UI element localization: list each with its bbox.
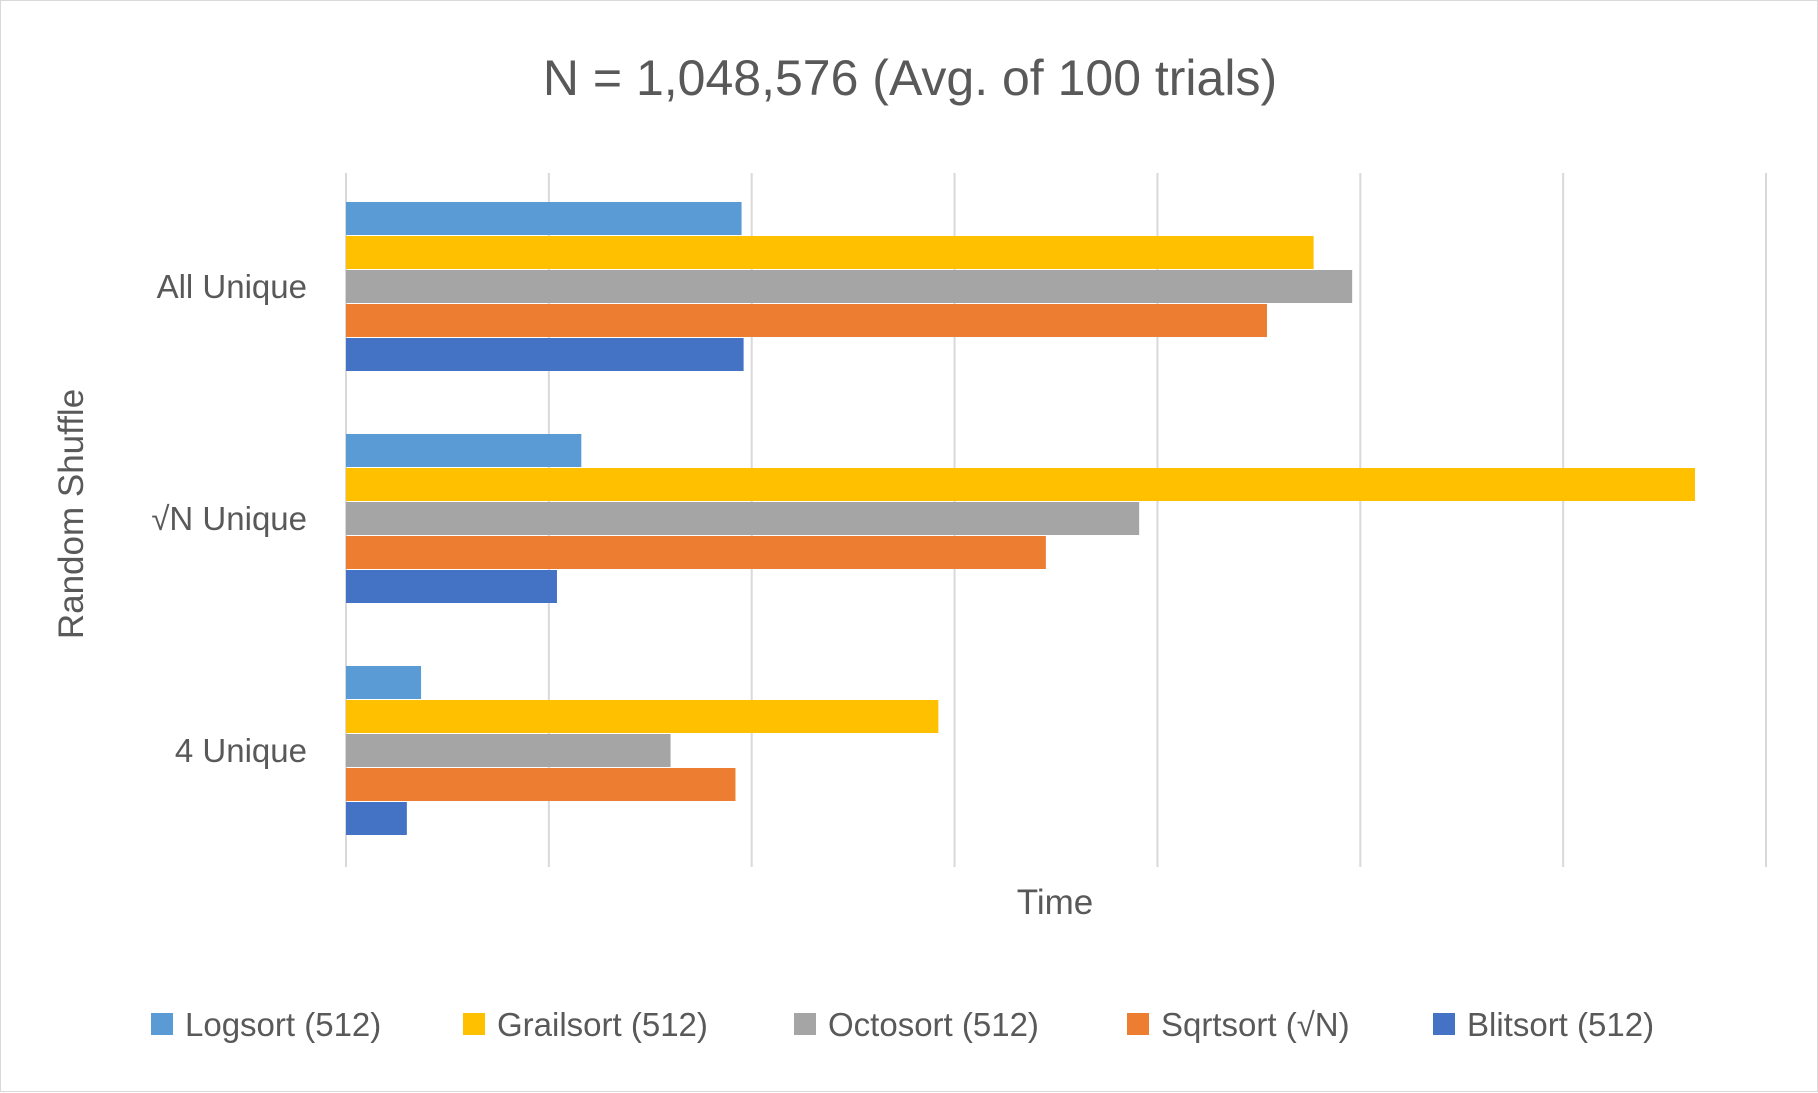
bar bbox=[346, 768, 736, 801]
legend-item: Grailsort (512) bbox=[463, 1006, 708, 1043]
category-label: All Unique bbox=[157, 268, 307, 305]
category-labels: All Unique √N Unique 4 Unique bbox=[151, 268, 307, 769]
bar bbox=[346, 700, 939, 733]
legend-item: Logsort (512) bbox=[151, 1006, 381, 1043]
category-label: 4 Unique bbox=[175, 732, 307, 769]
bar bbox=[346, 434, 582, 467]
bar bbox=[346, 202, 742, 235]
legend-label: Octosort (512) bbox=[828, 1006, 1039, 1043]
category-label: √N Unique bbox=[151, 500, 307, 537]
bar bbox=[346, 338, 744, 371]
bar bbox=[346, 802, 407, 835]
bar bbox=[346, 570, 557, 603]
legend-swatch bbox=[151, 1013, 173, 1035]
bar bbox=[346, 468, 1695, 501]
legend-swatch bbox=[794, 1013, 816, 1035]
bar bbox=[346, 734, 671, 767]
bar bbox=[346, 236, 1314, 269]
legend-swatch bbox=[463, 1013, 485, 1035]
legend-label: Grailsort (512) bbox=[497, 1006, 708, 1043]
legend-swatch bbox=[1433, 1013, 1455, 1035]
bar bbox=[346, 536, 1046, 569]
legend-item: Sqrtsort (√N) bbox=[1127, 1006, 1350, 1043]
chart-title: N = 1,048,576 (Avg. of 100 trials) bbox=[543, 50, 1277, 106]
legend-label: Logsort (512) bbox=[185, 1006, 381, 1043]
legend-label: Blitsort (512) bbox=[1467, 1006, 1654, 1043]
bar bbox=[346, 502, 1140, 535]
legend-label: Sqrtsort (√N) bbox=[1161, 1006, 1350, 1043]
x-axis-title: Time bbox=[1017, 883, 1093, 922]
legend-swatch bbox=[1127, 1013, 1149, 1035]
bars bbox=[346, 202, 1695, 835]
bar bbox=[346, 666, 422, 699]
legend-item: Octosort (512) bbox=[794, 1006, 1039, 1043]
y-axis-title: Random Shuffle bbox=[52, 389, 91, 639]
bar bbox=[346, 304, 1267, 337]
legend: Logsort (512) Grailsort (512) Octosort (51… bbox=[151, 1006, 1654, 1043]
legend-item: Blitsort (512) bbox=[1433, 1006, 1654, 1043]
bar bbox=[346, 270, 1353, 303]
